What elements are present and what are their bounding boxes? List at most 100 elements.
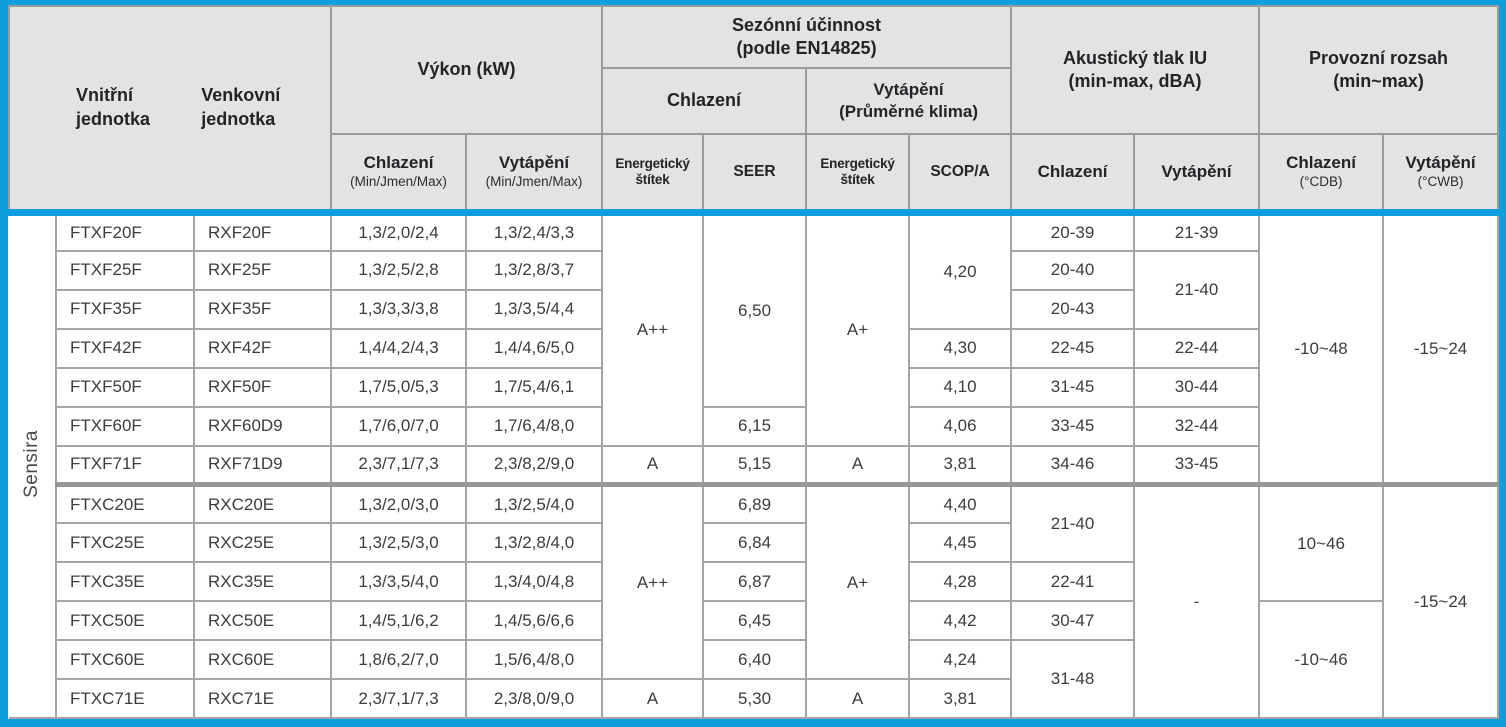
- header-acoustic-cooling: Chlazení: [1010, 133, 1136, 216]
- table-cell: 4,20: [908, 211, 1013, 330]
- table-cell: 34-46: [1010, 444, 1136, 487]
- table-cell: FTXF71F: [55, 444, 195, 487]
- table-cell: FTXC50E: [55, 600, 195, 642]
- table-cell: 32-44: [1133, 405, 1261, 447]
- table-cell: FTXF35F: [55, 288, 195, 330]
- table-cell: 4,40: [908, 483, 1013, 525]
- table-cell: 20-39: [1010, 211, 1136, 252]
- table-cell: 33-45: [1010, 405, 1136, 447]
- table-cell: RXF50F: [192, 366, 333, 408]
- table-cell: 1,3/3,5/4,0: [330, 561, 468, 603]
- table-cell: FTXF25F: [55, 249, 195, 291]
- header-outdoor-unit: Venkovní jednotka: [201, 85, 281, 129]
- header-indoor-unit: Vnitřní jednotka: [76, 85, 151, 129]
- table-body: Sensira FTXF20F RXF20F 1,3/2,0/2,4 1,3/2,4/3…: [9, 210, 1500, 719]
- table-row: FTXC35E RXC35E 1,3/3,5/4,0 1,3/4,0/4,8 6,87 4…: [9, 561, 1498, 603]
- table-cell: A+: [805, 483, 911, 681]
- table-cell: 20-40: [1010, 249, 1136, 291]
- table-cell: A: [601, 678, 705, 719]
- header-row-modes: Chlazení Vytápění (Průměrné klima): [9, 67, 1498, 135]
- table-cell: RXC35E: [192, 561, 333, 603]
- table-cell: 1,3/2,8/4,0: [465, 522, 604, 564]
- table-cell: FTXF60F: [55, 405, 195, 447]
- table-cell: RXC60E: [192, 639, 333, 681]
- table-row: Sensira FTXF20F RXF20F 1,3/2,0/2,4 1,3/2,4/3…: [9, 210, 1500, 719]
- table-cell: 1,4/4,6/5,0: [465, 327, 604, 369]
- table-cell: 3,81: [908, 444, 1013, 487]
- table-cell: FTXC60E: [55, 639, 195, 681]
- table-cell: 21-40: [1010, 483, 1136, 564]
- table-cell: RXF35F: [192, 288, 333, 330]
- table-cell: 4,24: [908, 639, 1013, 681]
- table-row: FTXF42F RXF42F 1,4/4,2/4,3 1,4/4,6/5,0 4,30 2…: [9, 327, 1498, 369]
- table-cell: RXF25F: [192, 249, 333, 291]
- table-cell: 22-45: [1010, 327, 1136, 369]
- table-cell: 1,3/3,3/3,8: [330, 288, 468, 330]
- table-cell: -10~46: [1258, 600, 1385, 719]
- header-range-cooling: Chlazení (°CDB): [1258, 133, 1385, 216]
- table-cell: 1,4/4,2/4,3: [330, 327, 468, 369]
- header-acoustic-pressure: Akustický tlak IU (min-max, dBA): [1010, 5, 1261, 135]
- table-cell: 6,89: [702, 483, 808, 525]
- table-cell: 6,15: [702, 405, 808, 447]
- table-cell: FTXC71E: [55, 678, 195, 719]
- table-cell: RXF60D9: [192, 405, 333, 447]
- header-power-cooling: Chlazení (Min/Jmen/Max): [330, 133, 468, 216]
- table-cell: 5,15: [702, 444, 808, 487]
- table-cell: 1,3/2,0/3,0: [330, 483, 468, 525]
- table-cell: 4,10: [908, 366, 1013, 408]
- header-seasonal-heating: Vytápění (Průměrné klima): [805, 67, 1013, 135]
- table-cell: 2,3/8,0/9,0: [465, 678, 604, 719]
- table-cell: 1,3/2,5/3,0: [330, 522, 468, 564]
- table-cell: 22-44: [1133, 327, 1261, 369]
- header-energy-label-heating: Energetický štítek: [805, 133, 911, 216]
- table-cell: 1,3/2,5/2,8: [330, 249, 468, 291]
- table-cell: 1,3/2,8/3,7: [465, 249, 604, 291]
- header-energy-label-cooling: Energetický štítek: [601, 133, 705, 216]
- table-cell: FTXF20F: [55, 211, 195, 252]
- table-cell: 1,4/5,1/6,2: [330, 600, 468, 642]
- header-power-heating: Vytápění (Min/Jmen/Max): [465, 133, 604, 216]
- table-cell: 21-39: [1133, 211, 1261, 252]
- table-cell: 1,7/5,0/5,3: [330, 366, 468, 408]
- header-acoustic-heating: Vytápění: [1133, 133, 1261, 216]
- table-row: FTXC71E RXC71E 2,3/7,1/7,3 2,3/8,0/9,0 A 5,30…: [9, 678, 1498, 719]
- table-cell: 30-44: [1133, 366, 1261, 408]
- table-cell: FTXF42F: [55, 327, 195, 369]
- table-cell: 31-45: [1010, 366, 1136, 408]
- table-cell: 1,3/3,5/4,4: [465, 288, 604, 330]
- header-operating-range: Provozní rozsah (min~max): [1258, 5, 1500, 135]
- table-cell: 1,3/2,5/4,0: [465, 483, 604, 525]
- table-cell: 5,30: [702, 678, 808, 719]
- table-cell: RXF71D9: [192, 444, 333, 487]
- table-row: FTXC25E RXC25E 1,3/2,5/3,0 1,3/2,8/4,0 6,84 4…: [9, 522, 1498, 564]
- table-cell: 6,84: [702, 522, 808, 564]
- table-header: Vnitřní jednotka Venkovní jednotka Výkon…: [7, 5, 1500, 216]
- table-cell: RXC20E: [192, 483, 333, 525]
- table-cell: 1,7/6,0/7,0: [330, 405, 468, 447]
- table-cell: 33-45: [1133, 444, 1261, 487]
- table-cell: 1,3/4,0/4,8: [465, 561, 604, 603]
- table-cell: A: [601, 444, 705, 487]
- table-cell: A: [805, 678, 911, 719]
- table-cell: -15~24: [1382, 210, 1500, 487]
- table-row: FTXC50E RXC50E 1,4/5,1/6,2 1,4/5,6/6,6 6,45 4…: [9, 600, 1498, 719]
- table-cell: RXC71E: [192, 678, 333, 719]
- table-cell: 6,50: [702, 211, 808, 408]
- table-cell: 1,7/5,4/6,1: [465, 366, 604, 408]
- table-cell: 2,3/7,1/7,3: [330, 444, 468, 487]
- table-cell: 31-48: [1010, 639, 1136, 719]
- table-cell: 6,45: [702, 600, 808, 642]
- table-row: FTXF60F RXF60D9 1,7/6,0/7,0 1,7/6,4/8,0 6,15…: [9, 405, 1498, 447]
- header-seer: SEER: [702, 133, 808, 216]
- table-cell: FTXC35E: [55, 561, 195, 603]
- table-cell: 4,30: [908, 327, 1013, 369]
- table-row: FTXF25F RXF25F 1,3/2,5/2,8 1,3/2,8/3,7 20-40…: [9, 249, 1498, 330]
- table-cell: 1,8/6,2/7,0: [330, 639, 468, 681]
- table-row: FTXF35F RXF35F 1,3/3,3/3,8 1,3/3,5/4,4 20-43: [9, 288, 1498, 330]
- table-row: FTXC20E RXC20E 1,3/2,0/3,0 1,3/2,5/4,0 A++ 6,…: [9, 483, 1500, 719]
- header-power: Výkon (kW): [330, 5, 604, 135]
- table-cell: 2,3/8,2/9,0: [465, 444, 604, 487]
- table-row: FTXF50F RXF50F 1,7/5,0/5,3 1,7/5,4/6,1 4,10 3…: [9, 366, 1498, 408]
